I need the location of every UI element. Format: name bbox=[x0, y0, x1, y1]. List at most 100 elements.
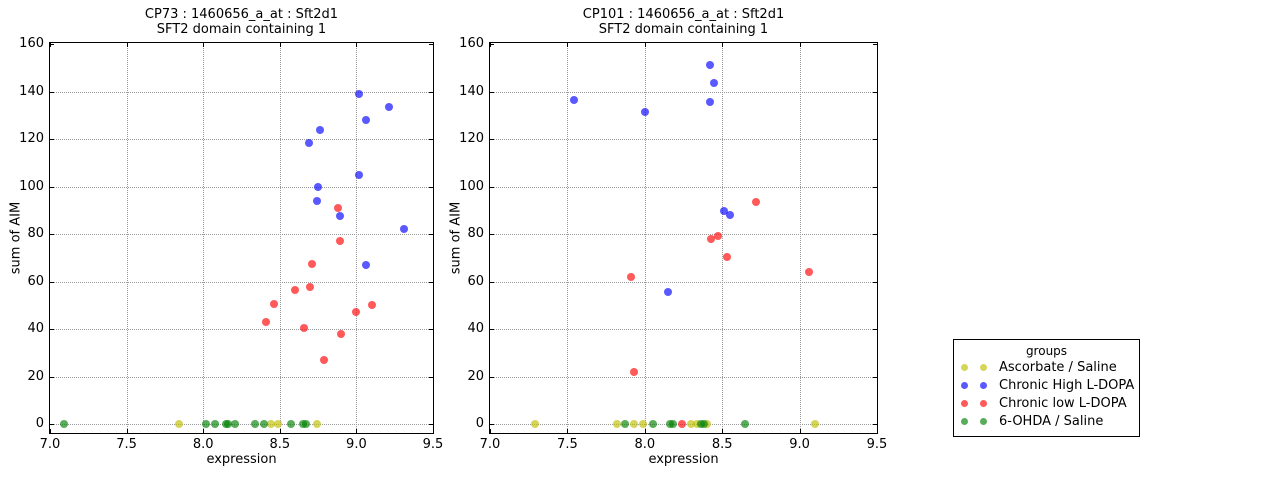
gridline bbox=[356, 43, 358, 433]
gridline bbox=[490, 186, 877, 188]
legend-entry-label: Chronic low L-DOPA bbox=[999, 395, 1127, 411]
data-point bbox=[334, 203, 343, 212]
data-point bbox=[337, 329, 346, 338]
axis-tick bbox=[203, 43, 205, 47]
gridline bbox=[50, 424, 433, 425]
x-axis-label-left: expression bbox=[206, 452, 277, 467]
gridline bbox=[490, 139, 877, 140]
legend-marker-icon bbox=[961, 363, 968, 371]
data-point bbox=[612, 420, 621, 428]
legend-marker-icon bbox=[961, 399, 968, 407]
data-point bbox=[719, 207, 728, 216]
axis-tick bbox=[50, 44, 54, 45]
gridline bbox=[50, 329, 433, 330]
legend-entry-label: Chronic High L-DOPA bbox=[999, 377, 1135, 393]
data-point bbox=[274, 420, 283, 428]
axis-tick-label: 0 bbox=[35, 416, 44, 431]
plot-title-cp73: CP73 : 1460656_a_at : Sft2d1 SFT2 domain… bbox=[50, 7, 433, 37]
gridline bbox=[50, 234, 433, 235]
data-point bbox=[315, 125, 324, 134]
axis-tick bbox=[722, 43, 724, 47]
gridline bbox=[50, 91, 433, 93]
data-point bbox=[707, 234, 716, 243]
gridline bbox=[126, 43, 128, 433]
gridline bbox=[50, 281, 433, 283]
data-point bbox=[223, 420, 232, 428]
axis-tick bbox=[567, 429, 569, 433]
legend-marker-icon bbox=[980, 363, 987, 371]
axis-tick bbox=[429, 376, 433, 378]
data-point bbox=[307, 259, 316, 268]
data-point bbox=[811, 420, 820, 428]
axis-tick bbox=[490, 429, 491, 433]
axis-tick-label: 160 bbox=[459, 36, 484, 51]
data-point bbox=[668, 420, 677, 428]
axis-tick-label: 40 bbox=[27, 321, 44, 336]
axes-frame bbox=[489, 42, 878, 434]
data-point bbox=[174, 420, 183, 428]
axis-tick bbox=[873, 376, 877, 378]
axis-tick bbox=[722, 429, 724, 433]
axis-tick bbox=[126, 43, 128, 47]
gridline bbox=[799, 43, 801, 433]
axis-tick-label: 8.0 bbox=[192, 437, 214, 452]
axis-tick bbox=[644, 43, 646, 47]
legend-marker-icon bbox=[961, 417, 968, 425]
data-point bbox=[399, 225, 408, 234]
data-point bbox=[301, 420, 310, 428]
data-point bbox=[741, 420, 750, 428]
axis-tick bbox=[490, 44, 494, 45]
data-point bbox=[626, 272, 635, 281]
axis-tick bbox=[490, 186, 494, 188]
data-point bbox=[231, 420, 240, 428]
data-point bbox=[677, 420, 686, 428]
data-point bbox=[664, 288, 673, 297]
data-point bbox=[251, 420, 260, 428]
axis-tick bbox=[799, 43, 801, 47]
axis-tick bbox=[429, 186, 433, 188]
axis-tick-label: 140 bbox=[19, 83, 44, 99]
axis-tick-label: 140 bbox=[459, 83, 484, 99]
data-point bbox=[530, 420, 539, 428]
axis-tick bbox=[644, 429, 646, 433]
axis-tick-label: 60 bbox=[467, 273, 484, 289]
axis-tick bbox=[279, 429, 281, 433]
gridline bbox=[203, 43, 205, 433]
axis-tick bbox=[490, 424, 494, 425]
axis-tick-label: 9.5 bbox=[866, 437, 888, 452]
axis-tick bbox=[490, 329, 494, 330]
axis-tick bbox=[490, 376, 494, 378]
axis-tick-label: 160 bbox=[19, 36, 44, 51]
axis-tick bbox=[490, 91, 494, 93]
axis-tick bbox=[873, 281, 877, 283]
axis-tick bbox=[50, 91, 54, 93]
axis-tick-label: 7.0 bbox=[479, 437, 501, 452]
gridline bbox=[722, 43, 724, 433]
data-point bbox=[361, 260, 370, 269]
data-point bbox=[312, 420, 321, 428]
axis-tick bbox=[50, 429, 51, 433]
gridline bbox=[490, 91, 877, 93]
axis-tick bbox=[429, 234, 433, 235]
axis-tick-label: 20 bbox=[467, 368, 484, 384]
legend-entry-label: 6-OHDA / Saline bbox=[999, 413, 1104, 429]
axis-tick-label: 60 bbox=[27, 273, 44, 289]
data-point bbox=[202, 420, 211, 428]
axis-tick-label: 40 bbox=[467, 321, 484, 336]
data-point bbox=[725, 211, 734, 219]
data-point bbox=[335, 237, 344, 246]
axis-tick-label: 120 bbox=[19, 131, 44, 146]
legend-title: groups bbox=[1025, 344, 1068, 358]
legend-entry-6ohda: 6-OHDA / Saline bbox=[954, 412, 1139, 430]
plot-title-line2: SFT2 domain containing 1 bbox=[156, 22, 327, 37]
data-point bbox=[260, 420, 269, 428]
axis-tick bbox=[429, 424, 433, 425]
gridline bbox=[279, 43, 281, 433]
axis-tick bbox=[873, 424, 877, 425]
axis-tick bbox=[50, 43, 51, 47]
axis-tick bbox=[429, 139, 433, 140]
axis-tick-label: 7.0 bbox=[39, 437, 61, 452]
axis-tick bbox=[356, 429, 358, 433]
axis-tick-label: 9.5 bbox=[422, 437, 444, 452]
